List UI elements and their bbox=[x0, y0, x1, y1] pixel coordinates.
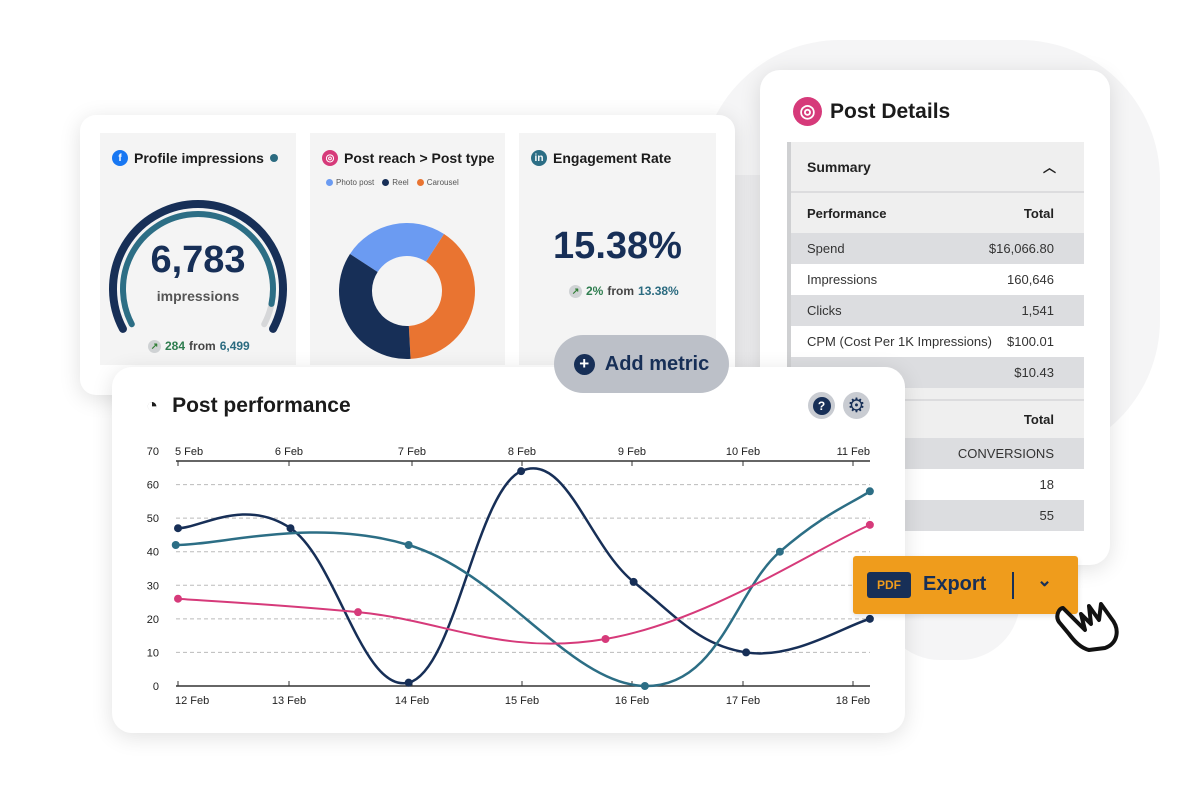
series-line-1 bbox=[177, 467, 871, 685]
chart-title: Post performance bbox=[172, 394, 351, 417]
table-row: Clicks 1,541 bbox=[791, 295, 1084, 326]
top-tick-label: 6 Feb bbox=[275, 446, 303, 458]
data-point bbox=[865, 520, 874, 529]
post-details-title: Post Details bbox=[830, 99, 951, 123]
top-tick-label: 9 Feb bbox=[618, 446, 646, 458]
divider bbox=[1012, 572, 1014, 599]
data-point bbox=[629, 577, 638, 586]
linkedin-icon: in bbox=[531, 150, 547, 166]
gear-icon: ⚙ bbox=[847, 394, 866, 417]
hand-cursor-icon bbox=[1055, 602, 1119, 652]
donut-slice-photo-post bbox=[349, 223, 445, 272]
chevron-up-icon: ︿ bbox=[1042, 160, 1056, 175]
profile-impressions-card[interactable]: f Profile impressions 6,783 impressions ↗… bbox=[100, 133, 296, 365]
data-point bbox=[174, 594, 182, 603]
table-row: Spend $16,066.80 bbox=[791, 233, 1084, 264]
top-tick-label: 5 Feb bbox=[175, 446, 203, 458]
donut-chart bbox=[339, 223, 476, 359]
data-point bbox=[865, 487, 874, 496]
metrics-panel: f Profile impressions 6,783 impressions ↗… bbox=[80, 115, 735, 395]
data-point bbox=[354, 608, 362, 617]
facebook-icon: f bbox=[112, 150, 128, 166]
top-tick-label: 11 Feb bbox=[837, 446, 870, 458]
data-point bbox=[404, 541, 413, 549]
post-performance-card: ◔ Post performance ? ⚙ 0 10 20 30 40 50 60 70 5 … bbox=[112, 367, 905, 733]
y-tick-label: 0 bbox=[153, 681, 159, 693]
data-point bbox=[775, 547, 784, 556]
chevron-down-icon[interactable]: ⌄ bbox=[1037, 570, 1053, 590]
data-point bbox=[286, 524, 295, 533]
data-point bbox=[174, 524, 182, 533]
export-label: Export bbox=[923, 573, 987, 595]
export-button[interactable]: PDF Export ⌄ bbox=[853, 556, 1078, 614]
question-icon: ? bbox=[812, 396, 831, 415]
series-line-2 bbox=[175, 490, 871, 688]
data-point bbox=[640, 682, 649, 690]
plus-icon: + bbox=[573, 353, 595, 375]
donut-slice-reel bbox=[339, 253, 411, 359]
y-tick-label: 50 bbox=[147, 513, 159, 525]
bottom-tick-label: 16 Feb bbox=[615, 695, 649, 707]
impressions-delta: ↗ 284 from 6,499 bbox=[148, 339, 250, 353]
y-tick-label: 70 bbox=[147, 446, 159, 458]
engagement-value: 15.38% bbox=[553, 225, 682, 267]
data-point bbox=[171, 541, 180, 549]
post-reach-card[interactable]: ◎ Post reach > Post type Photo post Reel … bbox=[310, 133, 505, 365]
top-tick-label: 7 Feb bbox=[398, 446, 426, 458]
data-point bbox=[404, 678, 413, 687]
bottom-tick-label: 14 Feb bbox=[395, 695, 429, 707]
top-tick-label: 8 Feb bbox=[508, 446, 536, 458]
impressions-unit: impressions bbox=[156, 288, 240, 304]
bottom-tick-label: 13 Feb bbox=[272, 695, 306, 707]
trend-up-icon: ↗ bbox=[569, 284, 582, 298]
series-line-3 bbox=[177, 523, 871, 645]
legend-reel: Reel bbox=[382, 178, 409, 187]
bottom-tick-label: 15 Feb bbox=[505, 695, 539, 707]
donut-slice-carousel bbox=[408, 233, 476, 359]
data-point bbox=[865, 614, 874, 623]
bottom-tick-label: 17 Feb bbox=[726, 695, 760, 707]
legend-carousel: Carousel bbox=[416, 178, 459, 187]
summary-toggle[interactable]: Summary ︿ bbox=[791, 142, 1084, 193]
table-row: Impressions 160,646 bbox=[791, 264, 1084, 295]
card-title: Profile impressions bbox=[134, 150, 264, 166]
line-chart: 0 10 20 30 40 50 60 70 5 Feb 6 Feb 7 Feb 8 Feb 9 Feb… bbox=[147, 446, 874, 707]
gauge-icon: ◔ bbox=[146, 394, 159, 417]
engagement-rate-card[interactable]: in Engagement Rate 15.38% ↗ 2% from 13.38% bbox=[519, 133, 716, 365]
card-title: Engagement Rate bbox=[553, 150, 672, 166]
help-button[interactable]: ? bbox=[808, 392, 835, 419]
instagram-icon: ◎ bbox=[793, 97, 822, 126]
y-tick-label: 10 bbox=[147, 647, 159, 659]
engagement-delta: ↗ 2% from 13.38% bbox=[569, 284, 679, 298]
y-tick-label: 30 bbox=[147, 580, 159, 592]
top-tick-label: 10 Feb bbox=[726, 446, 760, 458]
table-header: Performance Total bbox=[791, 193, 1084, 233]
bottom-tick-label: 18 Feb bbox=[836, 695, 870, 707]
legend-photo-post: Photo post bbox=[326, 178, 374, 187]
pdf-badge: PDF bbox=[867, 572, 911, 598]
bottom-tick-label: 12 Feb bbox=[175, 695, 209, 707]
donut-legend: Photo post Reel Carousel bbox=[326, 178, 459, 187]
y-tick-label: 20 bbox=[147, 614, 159, 626]
gauge bbox=[109, 200, 287, 333]
status-dot bbox=[269, 154, 278, 162]
card-title: Post reach > Post type bbox=[344, 150, 495, 166]
impressions-value: 6,783 bbox=[150, 239, 246, 281]
table-row: CPM (Cost Per 1K Impressions) $100.01 bbox=[791, 326, 1084, 357]
data-point bbox=[517, 467, 526, 476]
settings-button[interactable]: ⚙ bbox=[843, 392, 870, 419]
y-tick-label: 40 bbox=[147, 547, 159, 559]
instagram-icon: ◎ bbox=[322, 150, 338, 166]
y-tick-label: 60 bbox=[147, 480, 159, 492]
data-point bbox=[742, 648, 751, 657]
data-point bbox=[601, 635, 610, 643]
trend-up-icon: ↗ bbox=[148, 339, 161, 353]
add-metric-button[interactable]: + Add metric bbox=[554, 335, 729, 393]
